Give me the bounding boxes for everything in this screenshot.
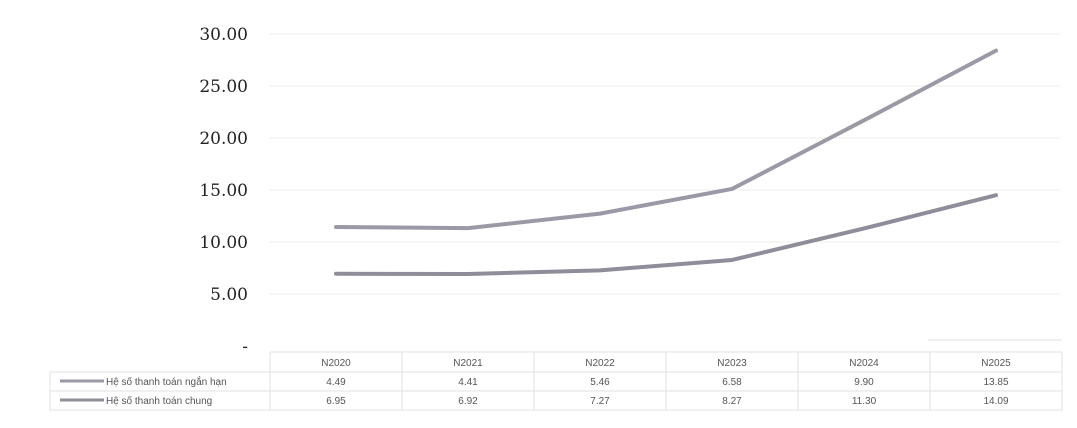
- table-value: 7.27: [590, 396, 610, 407]
- table-value: 13.85: [983, 377, 1008, 388]
- table-value: 11.30: [852, 396, 877, 407]
- y-tick-label: 30.00: [199, 25, 248, 45]
- data-point: [598, 268, 602, 272]
- series-line-1: [334, 48, 998, 231]
- data-point: [598, 212, 602, 216]
- category-label: N2024: [849, 358, 879, 369]
- data-table: N2020 N2021 N2022 N2023 N2024 N2025 Hệ số than…: [49, 339, 1063, 411]
- table-value: 4.41: [458, 377, 478, 388]
- data-point: [994, 49, 998, 53]
- y-axis-ticks: 30.00 25.00 20.00 15.00 10.00 5.00 -: [199, 25, 248, 357]
- category-label: N2025: [981, 358, 1011, 369]
- category-label: N2021: [453, 358, 483, 369]
- table-value: 8.27: [722, 396, 742, 407]
- data-point: [994, 193, 998, 197]
- data-point: [334, 225, 338, 229]
- legend-label: Hệ số thanh toán chung: [106, 395, 212, 407]
- y-tick-label: -: [242, 337, 248, 357]
- category-label: N2022: [585, 358, 615, 369]
- data-point: [334, 272, 338, 276]
- series-lines: [334, 48, 998, 277]
- data-point: [466, 272, 470, 276]
- legend-label: Hệ số thanh toán ngắn hạn: [106, 375, 227, 388]
- gridlines: [270, 33, 1060, 295]
- category-label: N2023: [717, 358, 747, 369]
- table-value: 6.58: [722, 377, 742, 388]
- table-value: 4.49: [326, 377, 346, 388]
- y-tick-label: 10.00: [199, 233, 248, 253]
- table-value: 9.90: [854, 377, 874, 388]
- table-value: 6.92: [458, 396, 478, 407]
- data-point: [862, 226, 866, 230]
- series-line-2: [334, 193, 998, 277]
- category-label: N2020: [321, 358, 351, 369]
- data-point: [730, 258, 734, 262]
- y-tick-label: 20.00: [199, 129, 248, 149]
- y-tick-label: 15.00: [199, 181, 248, 201]
- table-value: 14.09: [983, 396, 1008, 407]
- data-point: [730, 187, 734, 191]
- y-tick-label: 5.00: [210, 285, 248, 305]
- table-value: 5.46: [590, 377, 610, 388]
- data-point: [466, 226, 470, 230]
- table-value: 6.95: [326, 396, 346, 407]
- data-point: [862, 118, 866, 122]
- y-tick-label: 25.00: [199, 77, 248, 97]
